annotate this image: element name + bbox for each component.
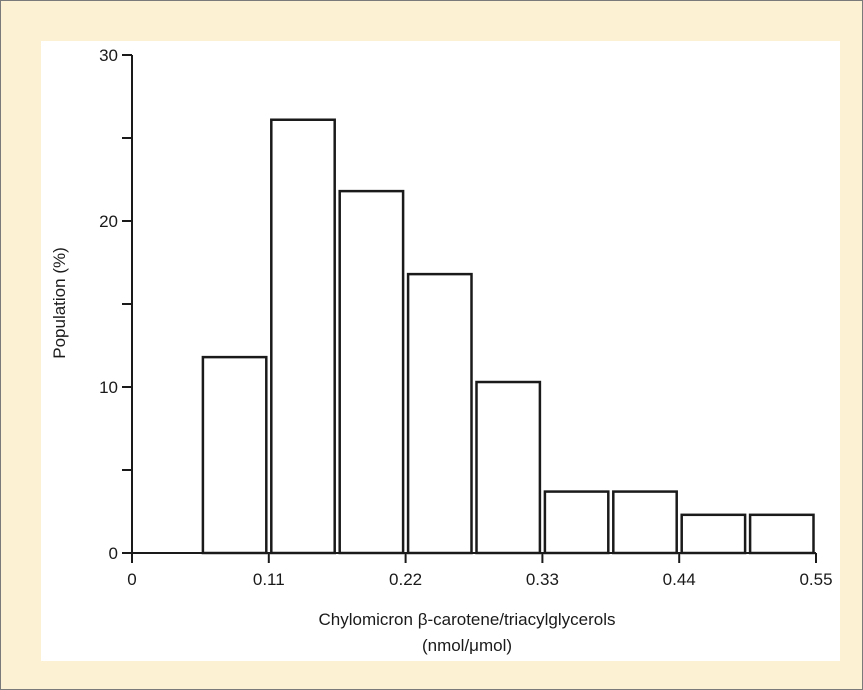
x-tick-label: 0: [127, 570, 136, 589]
ticks-layer: 0 10 20 30 0 0.11 0.22 0.33 0.44 0.55: [99, 46, 832, 589]
x-axis-label-line1: Chylomicron β-carotene/triacylglycerols: [319, 610, 616, 629]
y-tick-label: 0: [109, 544, 118, 563]
y-tick-label: 10: [99, 378, 118, 397]
bar-6: [543, 490, 610, 555]
bar-9: [748, 513, 815, 555]
bar-7: [612, 490, 678, 555]
bar-1: [201, 355, 268, 555]
x-tick-label: 0.33: [526, 570, 559, 589]
bar-4: [406, 272, 473, 555]
x-tick-label: 0.22: [389, 570, 422, 589]
y-axis-label: Population (%): [50, 247, 69, 359]
bar-8: [680, 513, 747, 555]
x-axis-label-line2: (nmol/μmol): [422, 636, 512, 655]
x-tick-label: 0.11: [253, 570, 285, 589]
y-tick-label: 30: [99, 46, 118, 65]
bar-3: [338, 189, 405, 555]
x-tick-label: 0.44: [663, 570, 696, 589]
x-tick-label: 0.55: [799, 570, 832, 589]
bars-layer: [201, 118, 815, 555]
bar-2: [270, 118, 336, 555]
y-tick-label: 20: [99, 212, 118, 231]
bar-5: [475, 380, 542, 555]
